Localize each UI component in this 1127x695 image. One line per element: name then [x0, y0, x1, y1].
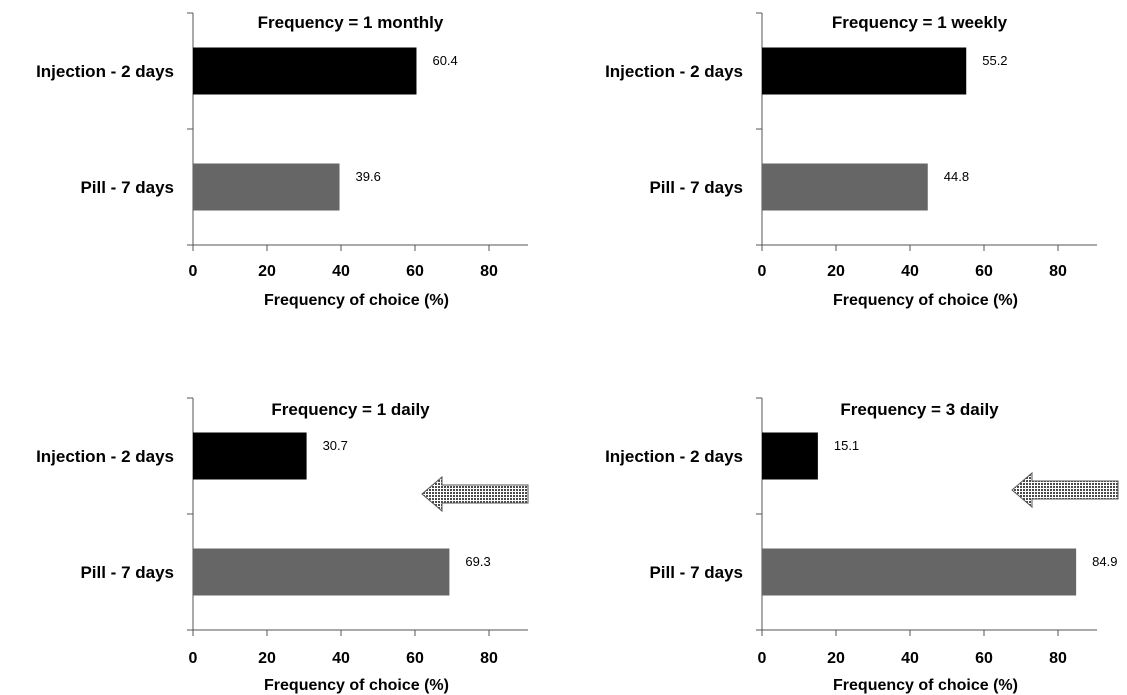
left-arrow-icon	[1011, 471, 1119, 509]
data-label: 39.6	[356, 169, 381, 184]
x-tick-label: 20	[827, 263, 845, 280]
x-tick-label: 80	[480, 263, 498, 280]
bar-injection	[762, 47, 967, 95]
x-tick-label: 0	[189, 650, 198, 667]
x-tick-label: 80	[480, 650, 498, 667]
x-tick-label: 40	[332, 650, 350, 667]
bar-pill	[193, 163, 340, 211]
x-tick-label: 0	[758, 263, 767, 280]
x-tick-label: 20	[827, 650, 845, 667]
chart-title: Frequency = 1 daily	[271, 400, 430, 419]
x-tick-label: 80	[1049, 650, 1067, 667]
data-label: 69.3	[465, 554, 490, 569]
x-tick-label: 60	[975, 263, 993, 280]
bar-pill	[193, 548, 450, 596]
x-tick-label: 40	[901, 650, 919, 667]
x-tick-label: 0	[758, 650, 767, 667]
x-tick-label: 20	[258, 650, 276, 667]
left-arrow-icon	[421, 475, 529, 513]
chart-panel-4: Frequency = 3 daily 0 20 40 60 80 Frequency of…	[605, 397, 1119, 694]
category-label: Pill - 7 days	[649, 563, 743, 582]
bar-injection	[762, 432, 818, 480]
chart-title: Frequency = 3 daily	[840, 400, 999, 419]
data-label: 15.1	[834, 438, 859, 453]
bar-pill	[762, 548, 1077, 596]
bar-injection	[193, 432, 307, 480]
chart-panel-1: Frequency = 1 monthly 0 20 40 60 80 Frequency …	[36, 12, 528, 309]
x-tick-label: 40	[901, 263, 919, 280]
category-label: Pill - 7 days	[80, 563, 174, 582]
x-axis-label: Frequency of choice (%)	[833, 292, 1018, 309]
category-label: Injection - 2 days	[36, 62, 174, 81]
x-axis-label: Frequency of choice (%)	[264, 677, 449, 694]
bar-pill	[762, 163, 928, 211]
data-label: 60.4	[432, 53, 457, 68]
chart-panel-3: Frequency = 1 daily 0 20 40 60 80 Frequency of…	[36, 397, 529, 694]
bar-injection	[193, 47, 417, 95]
category-label: Injection - 2 days	[605, 447, 743, 466]
chart-panel-2: Frequency = 1 weekly 0 20 40 60 80 Frequency o…	[605, 12, 1097, 309]
x-tick-label: 0	[189, 263, 198, 280]
category-label: Pill - 7 days	[80, 178, 174, 197]
category-label: Injection - 2 days	[36, 447, 174, 466]
x-axis-label: Frequency of choice (%)	[264, 292, 449, 309]
data-label: 30.7	[323, 438, 348, 453]
x-tick-label: 60	[406, 263, 424, 280]
x-tick-label: 20	[258, 263, 276, 280]
chart-title: Frequency = 1 weekly	[832, 13, 1008, 32]
category-label: Injection - 2 days	[605, 62, 743, 81]
x-axis-label: Frequency of choice (%)	[833, 677, 1018, 694]
data-label: 84.9	[1092, 554, 1117, 569]
x-tick-label: 60	[975, 650, 993, 667]
x-tick-label: 40	[332, 263, 350, 280]
x-tick-label: 60	[406, 650, 424, 667]
category-label: Pill - 7 days	[649, 178, 743, 197]
x-tick-label: 80	[1049, 263, 1067, 280]
chart-title: Frequency = 1 monthly	[258, 13, 444, 32]
data-label: 44.8	[944, 169, 969, 184]
data-label: 55.2	[982, 53, 1007, 68]
